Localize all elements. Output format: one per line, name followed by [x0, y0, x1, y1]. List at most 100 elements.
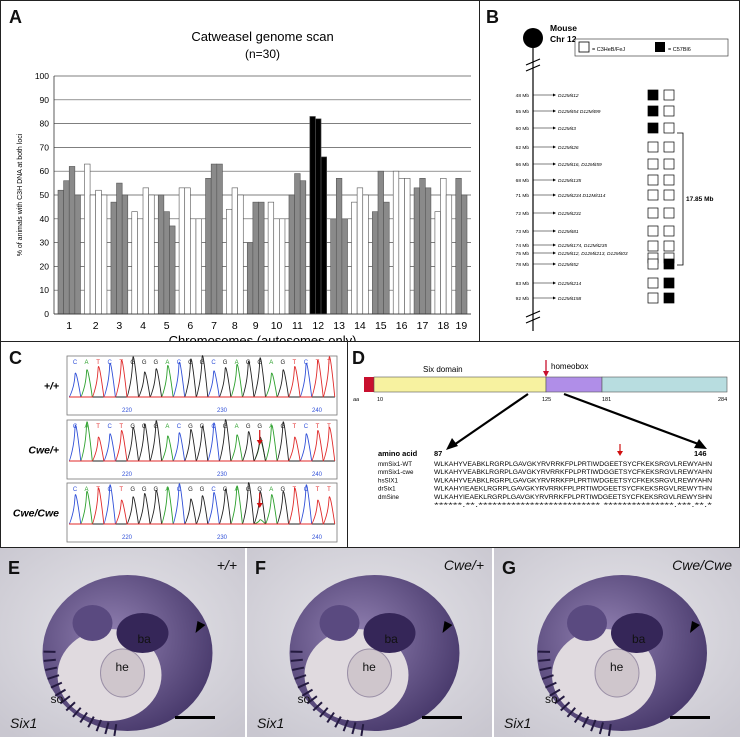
marker-name: D12Mit54 D12Mit99	[558, 109, 601, 115]
bar	[216, 163, 223, 315]
bar	[273, 218, 280, 315]
bar	[246, 242, 254, 315]
base-call: G	[153, 424, 158, 430]
somite	[554, 695, 566, 705]
break-mark-icon	[525, 58, 541, 72]
somite	[539, 666, 552, 671]
somite	[538, 658, 551, 662]
genotype-label: Cwe/Cwe	[13, 508, 59, 520]
map-title: Mouse	[550, 23, 577, 33]
panel-label-b: B	[486, 7, 499, 27]
y-tick-label: 10	[40, 285, 50, 295]
bar	[335, 178, 343, 315]
legend-swatch-white	[578, 41, 590, 53]
base-call: C	[73, 424, 78, 430]
range-end: 146	[694, 449, 707, 458]
base-call: G	[130, 487, 135, 493]
aa-prefix: aa	[353, 397, 359, 403]
bar	[356, 187, 364, 315]
base-call: T	[316, 424, 320, 430]
heart	[100, 648, 145, 698]
genotype-box	[647, 122, 659, 134]
genotype-box	[647, 277, 659, 289]
base-call: G	[280, 424, 285, 430]
genotype-box	[663, 225, 675, 237]
genotype-label: +/+	[217, 557, 237, 573]
position-tick: 230	[217, 408, 228, 414]
arrowhead-icon	[553, 229, 556, 233]
so-label: so	[51, 692, 64, 706]
y-tick-label: 70	[40, 142, 50, 152]
base-call: T	[119, 360, 123, 366]
base-call: A	[269, 424, 273, 430]
base-call: C	[304, 360, 309, 366]
arrowhead-icon	[553, 178, 556, 182]
x-tick-label: 16	[396, 320, 408, 332]
marker-position: 60 Mb	[516, 126, 530, 132]
base-call: A	[165, 487, 169, 493]
panel-label-e: E	[8, 558, 21, 578]
bar	[237, 194, 244, 315]
x-tick-label: 1	[66, 320, 72, 332]
y-tick-label: 100	[35, 71, 49, 81]
base-call: G	[200, 487, 205, 493]
arrowhead-icon	[690, 621, 700, 633]
n-terminal-segment	[364, 377, 374, 392]
he-label: he	[116, 660, 130, 674]
panel-b: B Mouse Chr 12 = C3HeB/FeJ = C57Bl6 48 Mb D12…	[480, 0, 740, 342]
arrowhead-icon	[553, 211, 556, 215]
base-call: G	[153, 487, 158, 493]
somite	[334, 716, 342, 728]
genotype-label: Cwe/+	[444, 557, 484, 573]
genotype-box	[647, 189, 659, 201]
marker-name: D12Mit214	[558, 281, 582, 287]
genotype-box	[663, 292, 675, 304]
amino-acid-label: amino acid	[378, 449, 418, 458]
sequence-name: hsSIX1	[378, 477, 399, 484]
genotype-box	[647, 225, 659, 237]
marker-name: D12Mit81	[558, 229, 579, 235]
sequence-row: WLKAHYVEABKLRGRPLGAVGKYRVRRKFPLPRTIWDGEE…	[434, 461, 712, 468]
base-call: T	[119, 424, 123, 430]
arrowhead-icon	[617, 451, 623, 456]
arrowhead-icon	[553, 296, 556, 300]
somite	[319, 707, 329, 718]
sequence-name: dmSine	[378, 494, 400, 501]
trace-t	[68, 426, 336, 462]
interval-label: 17.85 Mb	[686, 196, 713, 203]
he-label: he	[363, 660, 377, 674]
somite	[360, 723, 365, 737]
position-tick: 240	[312, 535, 323, 541]
genotype-box	[663, 141, 675, 153]
bar	[413, 187, 420, 315]
bar	[131, 211, 138, 315]
chart-title: Catweasel genome scan	[191, 29, 333, 44]
bar	[142, 187, 149, 315]
trace-t	[69, 487, 336, 525]
x-tick-label: 12	[312, 320, 324, 332]
marker-name: D12Mit26	[558, 145, 579, 151]
bar	[74, 194, 81, 315]
sequence-row: WLKAHYIEAEKLRGRPLGAVGKYRVRRKFPLPRTIWDGEE…	[434, 494, 712, 501]
base-call: G	[153, 360, 158, 366]
heart	[347, 648, 392, 698]
somite	[306, 695, 318, 705]
ba-label: ba	[138, 632, 152, 646]
base-call: C	[107, 487, 112, 493]
somite	[590, 719, 597, 732]
marker-position: 83 Mb	[516, 281, 530, 287]
sequence-name: mmSix1-WT	[378, 461, 412, 468]
base-call: C	[73, 487, 78, 493]
base-call: G	[246, 487, 251, 493]
base-call: T	[96, 424, 100, 430]
bar	[383, 201, 390, 315]
base-call: C	[211, 424, 216, 430]
panel-e: ba he so +/+ Six1 E	[0, 548, 245, 737]
panel-label-c: C	[9, 348, 22, 368]
range-start: 87	[434, 449, 442, 458]
ba-label: ba	[632, 632, 646, 646]
x-tick-label: 8	[232, 320, 238, 332]
marker-position: 48 Mb	[516, 93, 530, 99]
bar	[226, 208, 233, 315]
